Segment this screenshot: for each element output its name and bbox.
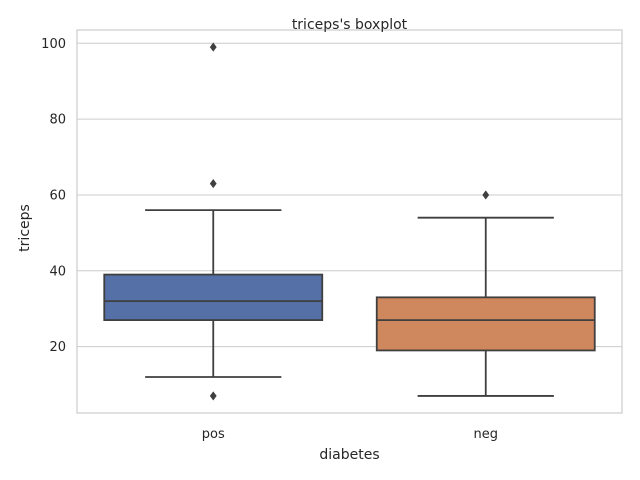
box-neg [375,296,596,352]
y-tick-label: 20 [49,340,66,355]
chart-title: triceps's boxplot [292,17,408,33]
y-tick-label: 60 [49,188,66,203]
outlier-pos [209,391,217,401]
box-pos [103,273,324,321]
x-tick-labels: pos neg [202,427,498,442]
outlier-pos [209,178,217,189]
box-group-neg [375,190,596,397]
box-group-pos [103,42,324,401]
y-tick-label: 100 [41,37,66,52]
outlier-pos [209,42,217,52]
outlier-neg [482,190,490,200]
y-tick-label: 80 [49,113,66,128]
x-axis-title: diabetes [319,447,379,463]
x-tick-label-neg: neg [474,427,499,442]
y-tick-labels: 20 40 60 80 100 [41,37,66,355]
plot-frame [76,29,623,414]
boxes [103,42,596,401]
y-axis-title: triceps [17,204,33,252]
y-tick-label: 40 [49,264,66,279]
x-tick-label-pos: pos [202,427,225,442]
